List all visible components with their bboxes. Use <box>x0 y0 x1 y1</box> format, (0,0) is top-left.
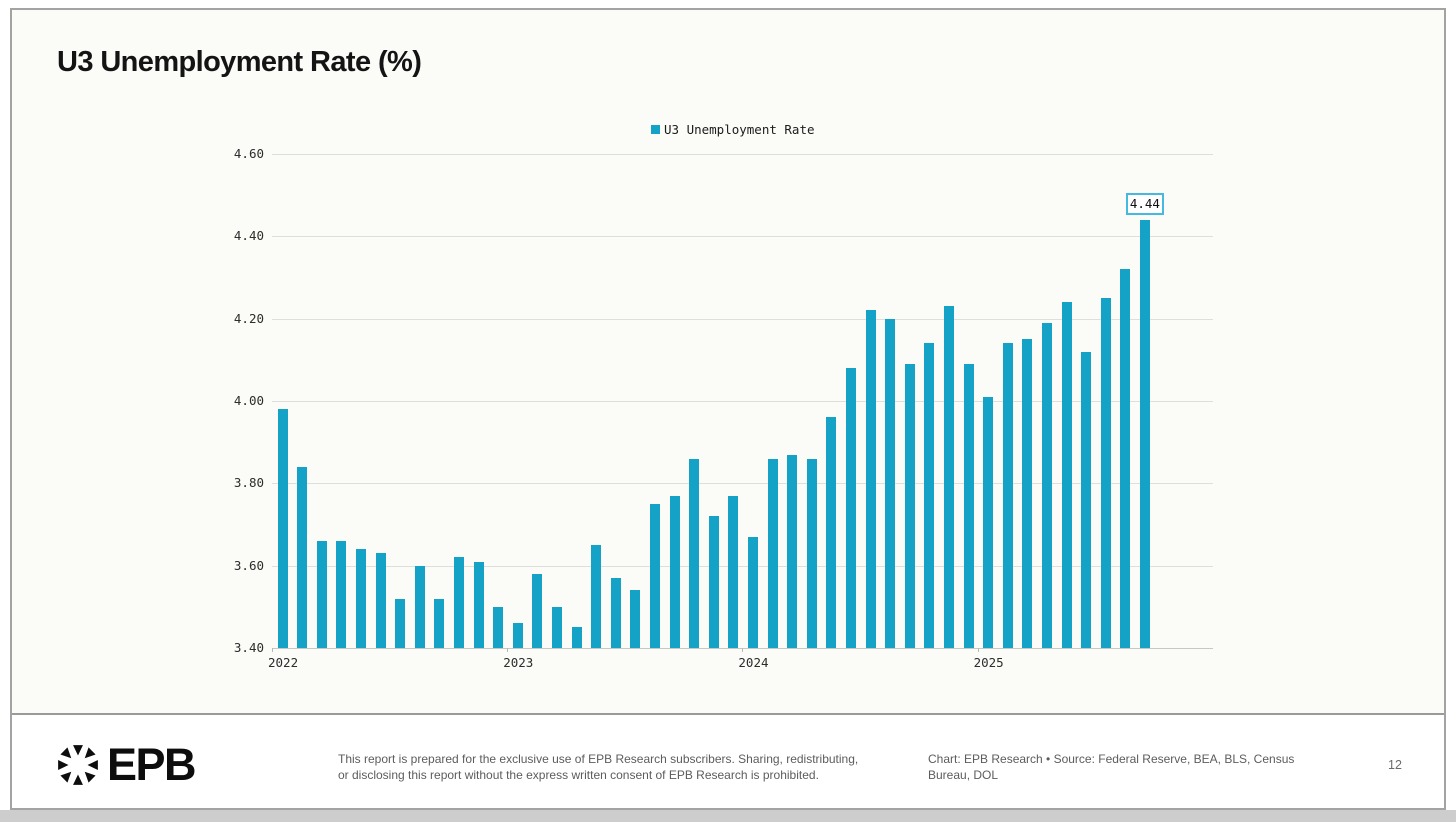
gridline-3.60 <box>272 565 1213 567</box>
x-axis-tick-2022 <box>272 648 273 652</box>
gridline-3.80 <box>272 483 1213 485</box>
gridline-4.20 <box>272 318 1213 320</box>
disclaimer-text: This report is prepared for the exclusiv… <box>338 752 859 782</box>
y-axis-label-4.40: 4.40 <box>233 228 264 244</box>
bar-2024-02 <box>767 458 778 648</box>
epb-logo-text: EPB <box>107 739 197 790</box>
bar-2025-09 <box>1139 219 1150 648</box>
y-axis-label-3.60: 3.60 <box>233 557 264 573</box>
epb-logo: EPB <box>57 739 197 790</box>
bar-2023-08 <box>649 503 660 648</box>
page-background-strip <box>0 810 1456 822</box>
bar-2024-05 <box>826 417 837 648</box>
epb-logo-icon <box>58 745 98 785</box>
x-axis-tick-2025 <box>977 648 979 652</box>
x-axis-label-2025: 2025 <box>973 655 1004 670</box>
bar-2024-03 <box>787 454 798 648</box>
bar-2023-07 <box>630 590 641 648</box>
bar-2025-04 <box>1041 322 1052 648</box>
x-axis-tick-2023 <box>507 648 509 652</box>
bar-2024-11 <box>943 306 954 648</box>
bar-2023-03 <box>551 606 562 648</box>
legend-label: U3 Unemployment Rate <box>664 122 815 137</box>
chart-title: U3 Unemployment Rate (%) <box>57 46 422 78</box>
x-axis-label-2022: 2022 <box>268 655 299 670</box>
last-value-callout: 4.44 <box>1125 192 1164 215</box>
y-axis-label-3.80: 3.80 <box>233 475 264 491</box>
y-axis-label-4.60: 4.60 <box>233 146 264 161</box>
bar-2023-02 <box>532 573 543 648</box>
bar-2024-04 <box>806 458 817 648</box>
bar-2024-06 <box>845 368 856 648</box>
bar-2022-06 <box>375 553 386 648</box>
x-axis-tick-2024 <box>742 648 744 652</box>
bar-2022-09 <box>434 598 445 648</box>
bar-2023-01 <box>512 623 523 648</box>
legend-swatch <box>651 125 660 134</box>
y-axis-label-3.40: 3.40 <box>233 640 264 655</box>
report-slide: U3 Unemployment Rate (%) U3 Unemployment… <box>10 8 1446 810</box>
bar-2022-07 <box>395 598 406 648</box>
bar-2022-05 <box>355 549 366 648</box>
bar-2025-03 <box>1022 339 1033 648</box>
page-number: 12 <box>1388 758 1402 772</box>
bar-2022-10 <box>453 557 464 648</box>
bar-2022-02 <box>297 466 308 648</box>
bar-2025-02 <box>1002 343 1013 648</box>
bar-2022-12 <box>493 606 504 648</box>
x-axis-label-2023: 2023 <box>503 655 534 670</box>
legend: U3 Unemployment Rate <box>651 122 815 137</box>
y-axis-label-4.00: 4.00 <box>233 393 264 408</box>
bar-2023-04 <box>571 627 582 648</box>
y-axis-label-4.20: 4.20 <box>233 310 264 326</box>
bar-2024-09 <box>904 363 915 648</box>
bar-2023-09 <box>669 495 680 648</box>
bar-2022-03 <box>316 540 327 648</box>
bar-2025-01 <box>983 396 994 648</box>
bar-2023-05 <box>591 545 602 648</box>
gridline-4.60 <box>272 154 1213 155</box>
bar-2022-01 <box>277 409 288 648</box>
bar-chart-plot-area: 4.60 4.40 4.20 4.00 3.80 3.60 3.40 2022 2023 2024… <box>234 146 1213 670</box>
x-axis-label-2024: 2024 <box>738 655 769 670</box>
gridline-4.00 <box>272 401 1213 402</box>
bar-2023-12 <box>728 495 739 648</box>
bar-2022-11 <box>473 561 484 648</box>
bar-2025-05 <box>1061 302 1072 648</box>
bar-2024-01 <box>747 536 758 648</box>
footer <box>12 713 1444 808</box>
bar-2024-12 <box>963 363 974 648</box>
bar-2023-10 <box>689 458 700 648</box>
bar-2023-06 <box>610 578 621 648</box>
gridline-4.40 <box>272 236 1213 238</box>
bar-2023-11 <box>708 516 719 648</box>
source-attribution-text: Chart: EPB Research • Source: Federal Re… <box>928 752 1295 782</box>
bar-2025-07 <box>1100 298 1111 648</box>
bar-2024-07 <box>865 310 876 648</box>
bar-2024-08 <box>885 318 896 648</box>
bar-2024-10 <box>924 343 935 648</box>
bar-2022-08 <box>414 565 425 648</box>
bar-2025-06 <box>1081 351 1092 648</box>
bar-2022-04 <box>336 540 347 648</box>
bar-2025-08 <box>1120 269 1131 648</box>
